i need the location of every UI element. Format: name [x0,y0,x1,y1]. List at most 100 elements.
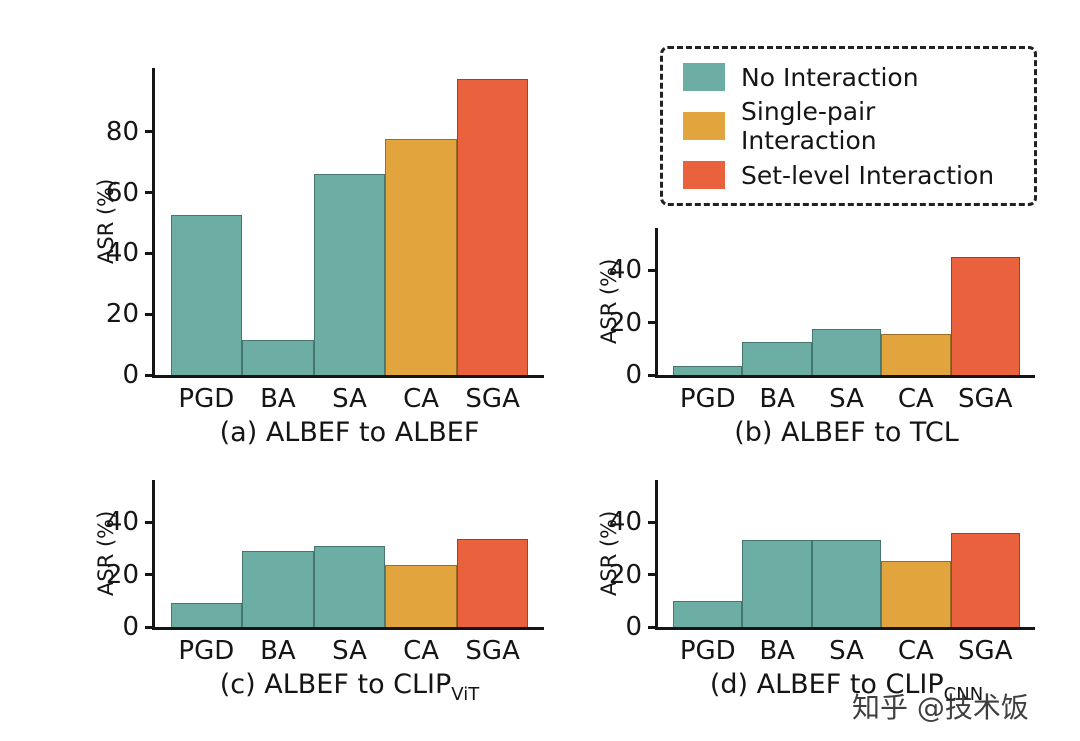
bar-pgd [170,603,243,627]
legend-label: No Interaction [741,62,919,92]
bar-ca [881,334,951,375]
caption-text: (a) ALBEF to ALBEF [219,417,480,448]
y-tick-label: 20 [105,299,139,330]
x-tick-label: CA [403,384,440,414]
y-tick-mark [145,520,154,524]
y-tick-mark [648,321,657,324]
x-axis-labels: PGD BA SA CA SGA [155,636,544,666]
bar-sga [950,256,1020,375]
x-tick-label: PGD [178,636,235,666]
legend-label: Single-pair Interaction [741,97,877,155]
x-tick-label: SGA [465,384,520,414]
x-tick-label: BA [260,636,296,666]
legend-item-single-pair: Single-pair Interaction [683,97,1014,155]
y-axis-label: ASR (%) [597,258,621,345]
bar-ba [742,540,812,627]
y-tick-mark [145,625,154,629]
caption-subscript: ViT [451,684,480,705]
y-tick-label: 80 [105,116,139,147]
x-axis-labels: PGD BA SA CA SGA [658,636,1035,666]
y-tick-mark [145,573,154,576]
y-tick-label: 40 [105,238,139,269]
bar-sa [313,174,386,375]
x-tick-label: SGA [958,636,1013,666]
x-tick-label: CA [403,636,440,666]
legend-item-no-interaction: No Interaction [683,63,1014,92]
x-tick-label: SA [829,384,864,414]
x-tick-label: PGD [679,384,736,414]
bar-sa [313,545,386,627]
caption-text: (d) ALBEF to CLIP [709,669,944,700]
bar-ca [385,565,457,627]
legend-label: Set-level Interaction [741,160,995,190]
caption-text: (c) ALBEF to CLIP [219,669,452,700]
y-tick-mark [145,251,154,255]
chart-a: ASR (%) 0 20 40 60 80 PGD BA SA CA SGA (a) ALBEF… [94,68,544,448]
y-tick-label: 60 [105,177,139,208]
y-tick-label: 20 [608,307,642,338]
y-tick-mark [648,268,657,272]
y-tick-mark [145,312,154,316]
bar-pgd [673,365,743,375]
y-tick-label: 0 [625,612,642,642]
y-tick-label: 0 [122,360,139,390]
x-axis-labels: PGD BA SA CA SGA [658,384,1035,414]
chart-b-caption: (b) ALBEF to TCL [734,417,959,453]
x-tick-label: BA [260,384,296,414]
bars [658,228,1035,375]
y-tick-label: 40 [105,507,139,537]
x-tick-label: SGA [958,384,1013,414]
y-tick-label: 20 [608,559,642,590]
legend-item-set-level: Set-level Interaction [683,161,1014,190]
x-tick-label: BA [759,384,795,414]
bar-pgd [170,215,243,375]
y-axis-label: ASR (%) [94,510,118,597]
chart-d: ASR (%) 0 20 40 PGD BA SA CA SGA (d) ALBEF to … [597,480,1035,705]
bar-sa [811,540,882,627]
y-tick-mark [648,625,657,629]
x-tick-label: SGA [465,636,520,666]
bar-sga [456,78,529,375]
x-tick-label: SA [829,636,864,666]
x-axis-labels: PGD BA SA CA SGA [155,384,544,414]
caption-text: (b) ALBEF to TCL [734,417,959,448]
legend-swatch-set-level [683,161,725,189]
x-tick-label: BA [759,636,795,666]
legend: No Interaction Single-pair Interaction S… [660,46,1037,206]
bar-sga [456,539,529,627]
chart-c: ASR (%) 0 20 40 PGD BA SA CA SGA (c) ALBEF to … [94,480,544,705]
bar-ba [242,550,314,627]
y-tick-mark [648,373,657,377]
bar-sga [950,532,1020,627]
bars [658,480,1035,627]
chart-a-caption: (a) ALBEF to ALBEF [220,417,480,453]
x-tick-label: CA [897,384,934,414]
bar-ca [385,139,457,375]
watermark: 知乎 @技术饭 [852,691,1029,724]
legend-swatch-no-interaction [683,63,725,91]
y-axis-label: ASR (%) [597,510,621,597]
x-tick-label: CA [897,636,934,666]
legend-swatch-single-pair [683,112,725,140]
x-tick-label: SA [332,636,367,666]
bar-ba [242,340,314,375]
bar-pgd [673,600,743,627]
y-tick-mark [145,373,154,377]
y-tick-mark [145,130,154,134]
x-tick-label: SA [332,384,367,414]
y-tick-label: 0 [122,612,139,642]
bar-ca [881,561,951,627]
y-tick-mark [648,520,657,524]
y-tick-mark [145,191,154,195]
bars [155,68,544,375]
chart-d-caption: (d) ALBEF to CLIPCNN [710,669,983,705]
y-tick-label: 0 [625,360,642,390]
x-tick-label: PGD [679,636,736,666]
y-tick-mark [648,573,657,576]
bar-sa [811,329,882,375]
y-tick-label: 40 [608,507,642,537]
x-tick-label: PGD [178,384,235,414]
caption-subscript: CNN [943,684,984,705]
chart-b: ASR (%) 0 20 40 PGD BA SA CA SGA (b) ALBEF to … [597,228,1035,448]
